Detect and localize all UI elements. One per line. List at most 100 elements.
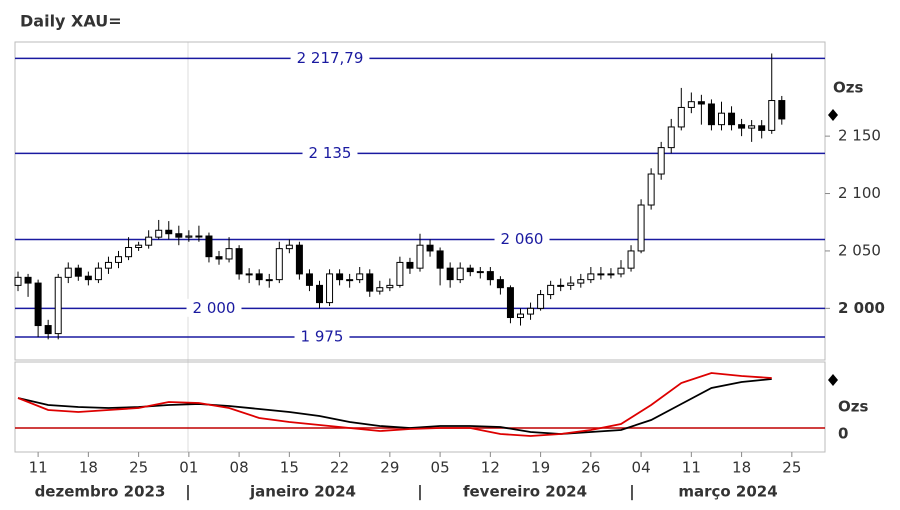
y-tick-label: 2 150 bbox=[838, 127, 881, 145]
last-marker bbox=[828, 374, 838, 386]
separator: | bbox=[185, 483, 190, 502]
candle-body bbox=[245, 273, 253, 276]
candle-body bbox=[667, 126, 675, 149]
level-label: 2 135 bbox=[309, 144, 352, 162]
candle-body bbox=[456, 267, 464, 281]
candle-body bbox=[215, 256, 223, 260]
month-label: dezembro 2023 bbox=[35, 483, 166, 501]
candle-body bbox=[496, 279, 504, 289]
candle-body bbox=[687, 101, 695, 108]
candle-body bbox=[557, 284, 565, 287]
level-label-bg bbox=[302, 143, 358, 162]
candle-body bbox=[406, 261, 414, 269]
candle-body bbox=[738, 124, 746, 129]
separator: | bbox=[417, 483, 422, 502]
x-tick-label: 19 bbox=[531, 459, 550, 477]
candle-body bbox=[64, 267, 72, 278]
candle-body bbox=[758, 125, 766, 131]
candle-body bbox=[24, 276, 32, 284]
candle-body bbox=[426, 244, 434, 252]
candle-body bbox=[275, 248, 283, 281]
candle-body bbox=[446, 267, 454, 281]
candle-body bbox=[567, 282, 575, 286]
level-label-bg bbox=[294, 327, 350, 346]
candle-body bbox=[84, 275, 92, 281]
candle-body bbox=[34, 282, 42, 327]
candle-body bbox=[617, 267, 625, 275]
candle-body bbox=[336, 273, 344, 281]
x-tick-label: 29 bbox=[380, 459, 399, 477]
candle-body bbox=[326, 273, 334, 304]
candle-body bbox=[376, 287, 384, 292]
candle-body bbox=[697, 101, 705, 105]
x-tick-label: 22 bbox=[330, 459, 349, 477]
candle-body bbox=[54, 276, 62, 335]
candle-body bbox=[657, 147, 665, 175]
candle-body bbox=[577, 279, 585, 284]
candle-body bbox=[527, 307, 535, 315]
candle-body bbox=[707, 103, 715, 126]
candle-body bbox=[165, 229, 173, 235]
candle-body bbox=[356, 273, 364, 281]
candle-body bbox=[627, 250, 635, 269]
level-label: 1 975 bbox=[301, 328, 344, 346]
y-tick-label: 2 100 bbox=[838, 184, 881, 202]
y-tick-label: 0 bbox=[838, 425, 848, 443]
candle-body bbox=[748, 125, 756, 129]
candle-body bbox=[597, 273, 605, 276]
candle-body bbox=[647, 173, 655, 206]
oscillator-line bbox=[17, 372, 772, 437]
x-tick-label: 05 bbox=[431, 459, 450, 477]
candle-body bbox=[607, 273, 615, 276]
candle-body bbox=[717, 112, 725, 126]
price-panel bbox=[14, 41, 826, 361]
candle-body bbox=[486, 271, 494, 281]
candle-body bbox=[416, 244, 424, 269]
candle-body bbox=[145, 236, 153, 246]
level-label: 2 060 bbox=[501, 230, 544, 248]
level-label: 2 217,79 bbox=[297, 49, 364, 67]
candle-body bbox=[295, 244, 303, 275]
candle-body bbox=[346, 279, 354, 282]
candle-body bbox=[94, 267, 102, 281]
candle-body bbox=[115, 256, 123, 263]
candle-body bbox=[316, 284, 324, 304]
candle-body bbox=[366, 273, 374, 292]
candle-body bbox=[476, 271, 484, 274]
y-tick-label: 2 000 bbox=[838, 299, 885, 317]
candle-body bbox=[386, 284, 394, 289]
candle-body bbox=[195, 235, 203, 238]
candle-body bbox=[225, 248, 233, 260]
candle-body bbox=[104, 261, 112, 269]
candle-body bbox=[677, 106, 685, 128]
candle-body bbox=[516, 313, 524, 319]
candle-body bbox=[285, 244, 293, 250]
x-tick-label: 25 bbox=[129, 459, 148, 477]
candle-body bbox=[587, 273, 595, 281]
unit-label: Ozs bbox=[833, 79, 863, 97]
level-label-bg bbox=[186, 298, 242, 317]
level-label: 2 000 bbox=[193, 299, 236, 317]
x-tick-label: 18 bbox=[79, 459, 98, 477]
x-tick-label: 12 bbox=[481, 459, 500, 477]
candle-body bbox=[778, 100, 786, 120]
x-tick-label: 18 bbox=[732, 459, 751, 477]
x-tick-label: 01 bbox=[179, 459, 198, 477]
level-label-bg bbox=[494, 229, 550, 248]
chart-title: Daily XAU= bbox=[20, 12, 122, 31]
x-tick-label: 11 bbox=[682, 459, 701, 477]
x-tick-label: 04 bbox=[632, 459, 651, 477]
last-marker bbox=[828, 109, 838, 121]
x-tick-label: 26 bbox=[581, 459, 600, 477]
candle-body bbox=[728, 112, 736, 126]
x-tick-label: 25 bbox=[782, 459, 801, 477]
month-label: fevereiro 2024 bbox=[463, 483, 587, 501]
unit-label: Ozs bbox=[838, 398, 868, 416]
month-label: janeiro 2024 bbox=[249, 483, 356, 501]
candle-body bbox=[175, 233, 183, 238]
candle-body bbox=[205, 235, 213, 258]
candle-body bbox=[466, 267, 474, 273]
candle-body bbox=[305, 273, 313, 286]
